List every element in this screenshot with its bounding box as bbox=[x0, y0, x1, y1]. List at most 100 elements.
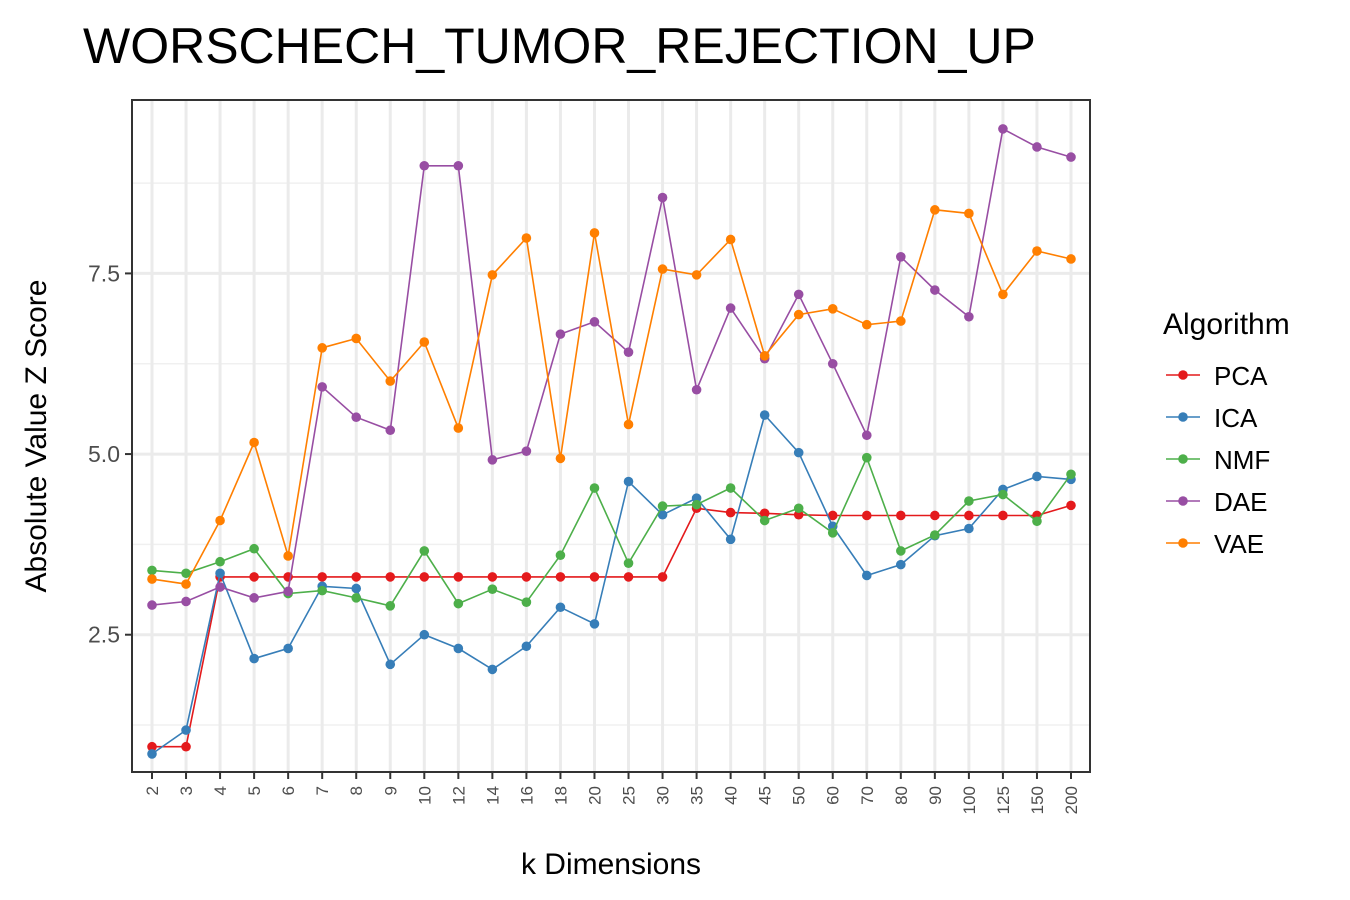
data-point bbox=[930, 205, 940, 215]
y-axis-title: Absolute Value Z Score bbox=[20, 280, 53, 593]
data-point bbox=[249, 437, 259, 448]
data-point bbox=[555, 602, 566, 613]
data-point bbox=[453, 572, 464, 582]
x-tick-label: 80 bbox=[892, 786, 911, 805]
data-point bbox=[385, 601, 396, 611]
data-point bbox=[181, 579, 191, 589]
data-point bbox=[657, 264, 668, 274]
data-point bbox=[453, 643, 464, 654]
series-vae bbox=[147, 205, 1076, 589]
plot-panel-border bbox=[131, 99, 1091, 773]
data-point bbox=[249, 543, 259, 554]
data-point bbox=[249, 572, 259, 582]
legend-item-pca: PCA bbox=[1166, 361, 1268, 391]
x-tick-label: 2 bbox=[143, 786, 162, 795]
series-dae bbox=[147, 124, 1076, 610]
data-point bbox=[351, 583, 362, 594]
y-axis: 2.5 5.0 7.5 bbox=[88, 260, 132, 648]
data-point bbox=[725, 534, 736, 545]
data-point bbox=[215, 556, 225, 567]
data-point bbox=[385, 425, 396, 436]
data-point bbox=[487, 584, 498, 594]
data-point bbox=[1066, 152, 1076, 162]
data-point bbox=[827, 304, 838, 314]
data-point bbox=[964, 311, 974, 322]
data-point bbox=[283, 551, 293, 561]
data-point bbox=[317, 382, 327, 392]
data-point bbox=[793, 503, 804, 514]
chart-title: WORSCHECH_TUMOR_REJECTION_UP bbox=[83, 18, 1036, 74]
data-point bbox=[1032, 246, 1042, 256]
data-point bbox=[317, 572, 327, 582]
data-point bbox=[453, 423, 464, 433]
data-point bbox=[419, 546, 430, 556]
data-point bbox=[419, 572, 430, 582]
data-point bbox=[623, 572, 634, 582]
data-point bbox=[147, 574, 157, 584]
y-tick-label: 2.5 bbox=[88, 622, 120, 648]
data-point bbox=[521, 446, 532, 456]
data-point bbox=[521, 641, 532, 652]
data-point bbox=[657, 192, 668, 203]
data-point bbox=[861, 452, 872, 463]
legend-item-ica: ICA bbox=[1166, 403, 1258, 433]
x-axis-title: k Dimensions bbox=[521, 848, 701, 881]
grid-major bbox=[132, 100, 1090, 772]
x-tick-label: 60 bbox=[824, 786, 843, 805]
data-point bbox=[964, 510, 974, 521]
x-tick-label: 7 bbox=[313, 786, 332, 795]
series-line-dae bbox=[151, 127, 1072, 606]
data-point bbox=[555, 572, 566, 582]
legend-key-point bbox=[1178, 370, 1188, 380]
data-point bbox=[453, 160, 464, 171]
data-point bbox=[930, 285, 940, 295]
data-point bbox=[385, 659, 396, 670]
data-point bbox=[283, 586, 293, 597]
data-point bbox=[827, 358, 838, 369]
series-line-nmf bbox=[151, 455, 1072, 607]
data-point bbox=[896, 316, 906, 326]
data-point bbox=[385, 572, 396, 582]
x-tick-label: 30 bbox=[654, 786, 673, 805]
data-point bbox=[181, 725, 191, 735]
series-ica bbox=[147, 410, 1076, 759]
data-point bbox=[725, 234, 736, 245]
data-point bbox=[793, 447, 804, 458]
data-point bbox=[964, 208, 974, 219]
data-point bbox=[896, 510, 906, 521]
data-point bbox=[964, 496, 974, 506]
data-point bbox=[896, 251, 906, 262]
data-point bbox=[147, 749, 157, 759]
data-point bbox=[793, 309, 804, 320]
x-tick-label: 20 bbox=[585, 786, 604, 805]
data-point bbox=[691, 270, 702, 280]
x-tick-label: 50 bbox=[790, 786, 809, 805]
x-tick-label: 3 bbox=[177, 786, 196, 795]
data-point bbox=[1032, 516, 1042, 527]
data-point bbox=[998, 124, 1008, 134]
data-point bbox=[487, 572, 498, 582]
data-point bbox=[147, 600, 157, 610]
data-point bbox=[1066, 254, 1076, 264]
data-point bbox=[623, 419, 634, 430]
data-point bbox=[215, 582, 225, 592]
data-point bbox=[589, 619, 600, 629]
x-tick-label: 16 bbox=[517, 786, 536, 805]
data-point bbox=[657, 572, 668, 582]
data-point bbox=[896, 559, 906, 570]
data-point bbox=[589, 228, 600, 238]
series-line-ica bbox=[151, 413, 1072, 755]
data-point bbox=[283, 643, 293, 654]
series-pca bbox=[147, 500, 1076, 752]
data-point bbox=[657, 509, 668, 520]
data-point bbox=[181, 568, 191, 579]
x-tick-label: 12 bbox=[449, 786, 468, 805]
y-tick-label: 7.5 bbox=[88, 260, 120, 286]
x-tick-label: 10 bbox=[415, 786, 434, 805]
data-point bbox=[1066, 469, 1076, 480]
x-tick-label: 90 bbox=[926, 786, 945, 805]
data-point bbox=[759, 508, 770, 519]
legend-label: VAE bbox=[1214, 529, 1264, 559]
x-tick-label: 9 bbox=[381, 786, 400, 795]
